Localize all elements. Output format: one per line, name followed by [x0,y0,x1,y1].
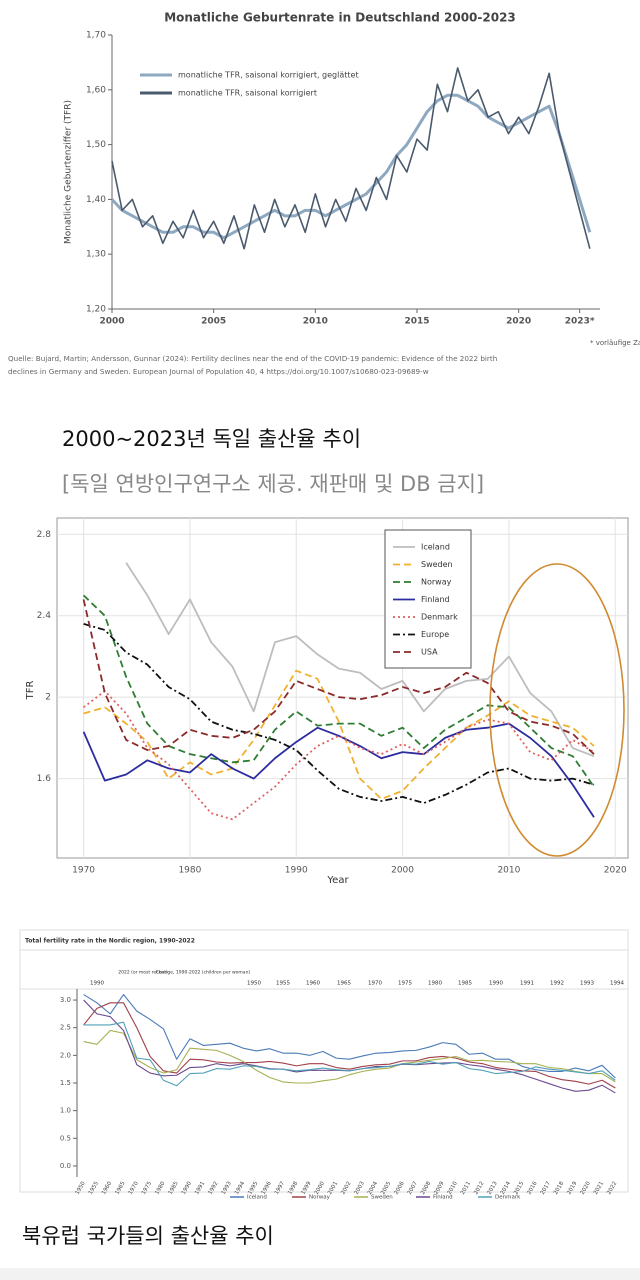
caption: 북유럽 국가들의 출산율 추이 [22,1224,274,1248]
legend-label: Sweden [421,560,453,569]
series-line [83,690,595,821]
highlight-ellipse [489,563,625,857]
series-line [83,623,595,804]
header-cell: 1950 [247,981,261,987]
series-line [83,1029,616,1084]
x-tick-label: 1990 [285,866,308,876]
y-tick-label: 1,50 [86,140,106,150]
series-line [110,93,592,240]
header-cell: 1990 [90,981,104,987]
y-tick-label: 2.5 [60,1024,71,1032]
header-cell: 1994 [610,981,624,987]
y-tick-label: 0.0 [60,1162,71,1170]
header-cell: 1980 [428,981,442,987]
legend-label: USA [421,648,438,657]
header-cell: 1955 [276,981,290,987]
header-cell: 1990 [489,981,503,987]
header-cell: 1993 [580,981,594,987]
y-tick-label: 1.5 [60,1079,71,1087]
header-cell: 1985 [458,981,472,987]
header-cell: 1970 [368,981,382,987]
y-tick-label: 1,20 [86,305,106,315]
series-line [125,562,595,758]
x-tick-label: 2010 [303,317,328,327]
y-tick-label: 2.8 [37,530,52,540]
y-tick-label: 2.0 [60,1051,71,1059]
series-line [111,67,591,250]
y-tick-label: 1,70 [86,31,106,41]
legend-label: Finland [421,595,450,604]
header-cell: 1965 [337,981,351,987]
x-tick-label: 2010 [497,866,520,876]
x-tick-label: 2020 [506,317,531,327]
caption: [독일 연방인구연구소 제공. 재판매 및 DB 금지] [62,472,484,496]
source: declines in Germany and Sweden. European… [8,367,429,376]
footnote: * vorläufige Za [590,339,640,347]
y-tick-label: 0.5 [60,1134,71,1142]
plot-frame [56,517,629,859]
header-cell: 1975 [398,981,412,987]
series-line [83,669,595,800]
caption: 2000~2023년 독일 출산율 추이 [62,427,361,451]
x-tick-label: 2000 [99,317,124,327]
y-tick-label: 3.0 [60,996,71,1004]
x-axis-label: Year [326,875,349,886]
series-line [82,599,595,755]
y-tick-label: 1,30 [86,250,106,260]
source: Quelle: Bujard, Martin; Andersson, Gunna… [8,354,497,363]
header-cell: Change, 1990-2022 (children per woman) [156,970,251,976]
series-line [83,1021,616,1087]
x-tick-label: 1970 [72,866,95,876]
legend-label: Finland [433,1195,453,1201]
header-cell: 1960 [306,981,320,987]
legend-label: Norway [309,1195,331,1201]
legend-label: Iceland [247,1195,267,1201]
y-tick-label: 2.4 [37,611,52,621]
legend-label: Iceland [421,543,450,552]
x-tick-label: 2005 [201,317,226,327]
series-line [83,1002,616,1089]
legend-label: Sweden [371,1195,393,1201]
x-tick-label: 2023* [565,317,595,327]
chart-title: Total fertility rate in the Nordic regio… [25,938,195,945]
header-cell: 1991 [520,981,534,987]
y-tick-label: 1,60 [86,85,106,95]
header-cell: 2022 (or most recent) [118,970,168,976]
header-cell: 1992 [550,981,564,987]
x-tick-label: 2000 [391,866,414,876]
chart-title: Monatliche Geburtenrate in Deutschland 2… [164,11,516,25]
x-tick-label: 2020 [604,866,627,876]
legend-label: monatliche TFR, saisonal korrigiert, geg… [178,71,359,80]
y-tick-label: 2 [45,693,51,703]
y-tick-label: 1,40 [86,195,106,205]
legend-label: Denmark [421,613,458,622]
y-axis-label: Monatliche Geburtenziffer (TFR) [64,100,74,244]
legend-label: Europe [421,630,449,639]
legend-label: monatliche TFR, saisonal korrigiert [178,89,317,98]
y-axis-label: TFR [25,681,36,701]
sheet-frame [19,929,629,1193]
legend-label: Denmark [495,1195,521,1201]
legend-label: Norway [421,578,452,587]
x-tick-label: 2015 [404,317,429,327]
y-tick-label: 1.0 [60,1107,71,1115]
x-tick-label: 1980 [178,866,201,876]
bottom-strip [0,1268,640,1280]
y-tick-label: 1.6 [37,774,52,784]
series-line [83,993,616,1079]
